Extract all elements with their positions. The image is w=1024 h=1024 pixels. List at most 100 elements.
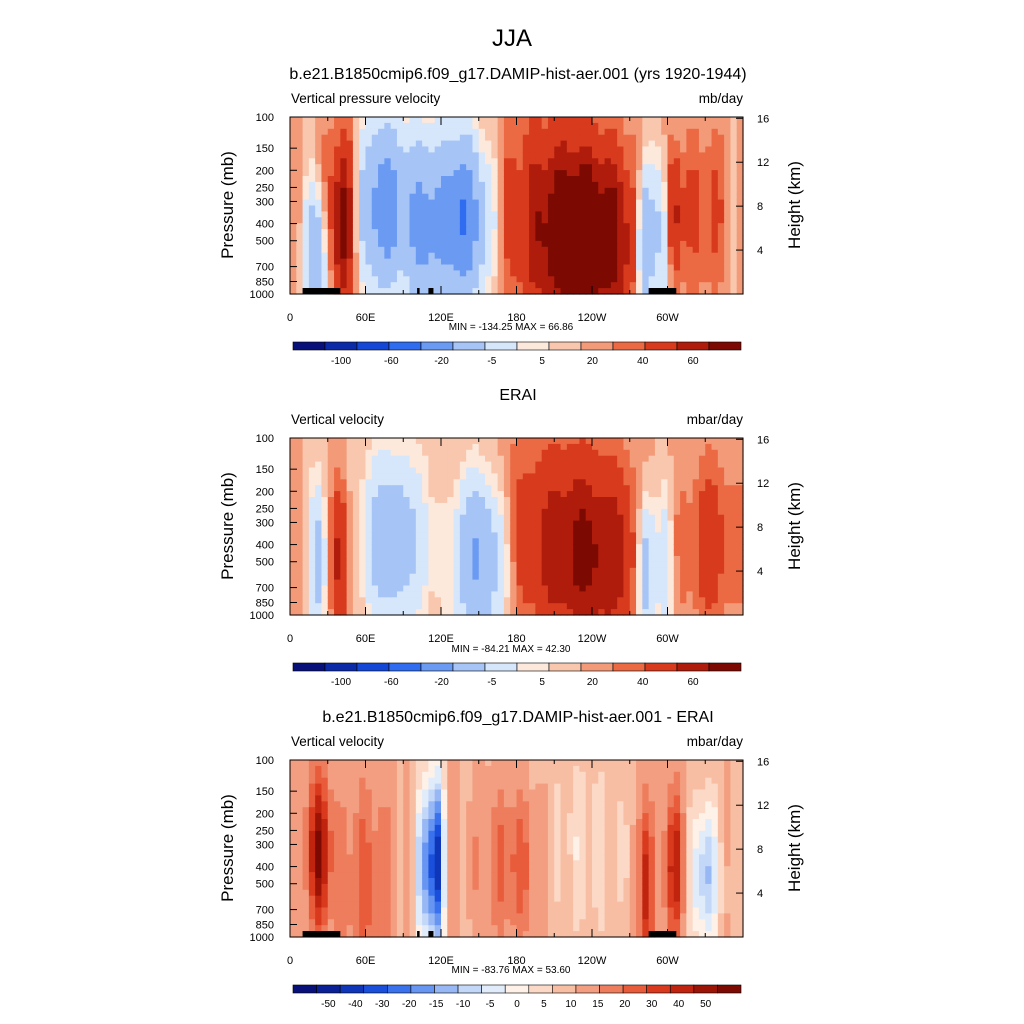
heatmap-cell	[522, 134, 530, 142]
heatmap-cell	[736, 288, 744, 295]
heatmap-cell	[705, 467, 713, 474]
heatmap-cell	[334, 783, 341, 791]
heatmap-cell	[478, 205, 486, 212]
heatmap-cell	[371, 854, 379, 861]
heatmap-cell	[642, 514, 650, 522]
heatmap-cell	[302, 925, 310, 932]
heatmap-cell	[403, 443, 411, 451]
heatmap-cell	[359, 807, 367, 814]
heatmap-cell	[302, 848, 310, 855]
heatmap-cell	[661, 164, 669, 171]
heatmap-cell	[522, 585, 530, 592]
heatmap-cell	[308, 485, 316, 492]
heatmap-cell	[390, 585, 398, 592]
heatmap-cell	[705, 122, 713, 130]
heatmap-cell	[334, 181, 341, 189]
heatmap-cell	[352, 502, 360, 510]
heatmap-cell	[485, 514, 492, 522]
heatmap-cell	[378, 282, 385, 289]
heatmap-cell	[654, 282, 662, 289]
heatmap-cell	[441, 187, 448, 195]
heatmap-cell	[472, 479, 480, 486]
heatmap-cell	[409, 193, 417, 201]
heatmap-cell	[705, 550, 713, 557]
heatmap-cell	[327, 889, 335, 897]
heatmap-cell	[359, 597, 367, 604]
heatmap-cell	[522, 252, 530, 260]
heatmap-cell	[510, 520, 518, 528]
heatmap-cell	[302, 771, 310, 779]
heatmap-cell	[541, 497, 549, 504]
heatmap-cell	[680, 134, 687, 142]
heatmap-cell	[535, 585, 543, 592]
heatmap-cell	[403, 240, 411, 248]
heatmap-cell	[327, 550, 335, 557]
heatmap-cell	[692, 532, 700, 539]
heatmap-cell	[547, 603, 555, 610]
heatmap-cell	[302, 889, 310, 897]
heatmap-cell	[654, 573, 662, 581]
heatmap-cell	[334, 152, 341, 159]
heatmap-cell	[321, 567, 329, 575]
heatmap-cell	[503, 276, 511, 283]
heatmap-cell	[522, 603, 530, 610]
heatmap-cell	[623, 449, 631, 457]
heatmap-cell	[585, 229, 593, 236]
heatmap-cell	[308, 901, 316, 909]
heatmap-cell	[598, 591, 606, 598]
heatmap-cell	[673, 187, 681, 195]
heatmap-cell	[302, 229, 310, 236]
heatmap-cell	[371, 544, 379, 551]
heatmap-cell	[680, 473, 687, 480]
heatmap-cell	[441, 246, 448, 254]
heatmap-cell	[409, 443, 417, 451]
heatmap-cell	[673, 438, 681, 445]
heatmap-cell	[535, 561, 543, 569]
heatmap-cell	[692, 609, 700, 616]
heatmap-cell	[598, 597, 606, 604]
heatmap-cell	[327, 497, 335, 504]
heatmap-cell	[642, 561, 650, 569]
heatmap-cell	[623, 117, 631, 124]
heatmap-cell	[415, 561, 423, 569]
heatmap-cell	[566, 158, 574, 165]
heatmap-cell	[566, 140, 574, 148]
heatmap-cell	[711, 205, 719, 212]
heatmap-cell	[610, 520, 618, 528]
x-tick-label: 0	[287, 312, 293, 324]
heatmap-cell	[730, 252, 738, 260]
heatmap-cell	[736, 455, 744, 463]
heatmap-cell	[447, 134, 455, 142]
heatmap-cell	[334, 591, 341, 598]
heatmap-cell	[705, 152, 713, 159]
heatmap-cell	[308, 211, 316, 218]
heatmap-cell	[560, 117, 568, 124]
heatmap-cell	[724, 532, 732, 539]
heatmap-cell	[428, 270, 436, 277]
heatmap-cell	[724, 550, 732, 557]
heatmap-cell	[321, 193, 329, 201]
heatmap-cell	[724, 229, 732, 236]
heatmap-cell	[510, 544, 518, 551]
heatmap-cell	[290, 514, 297, 522]
heatmap-cell	[434, 603, 442, 610]
heatmap-cell	[453, 514, 461, 522]
heatmap-cell	[604, 146, 612, 153]
heatmap-cell	[378, 473, 385, 480]
heatmap-cell	[466, 146, 474, 153]
heatmap-cell	[308, 146, 316, 153]
heatmap-cell	[371, 603, 379, 610]
heatmap-cell	[334, 819, 341, 826]
heatmap-cell	[661, 556, 669, 563]
heatmap-cell	[485, 276, 492, 283]
colorbar-swatch	[452, 341, 486, 351]
heatmap-cell	[579, 443, 587, 451]
heatmap-cell	[617, 246, 625, 254]
heatmap-cell	[315, 122, 323, 130]
heatmap-cell	[378, 561, 385, 569]
heatmap-cell	[736, 170, 744, 177]
heatmap-cell	[667, 134, 675, 142]
heatmap-cell	[409, 187, 417, 195]
heatmap-cell	[365, 193, 373, 201]
heatmap-cell	[359, 270, 367, 277]
